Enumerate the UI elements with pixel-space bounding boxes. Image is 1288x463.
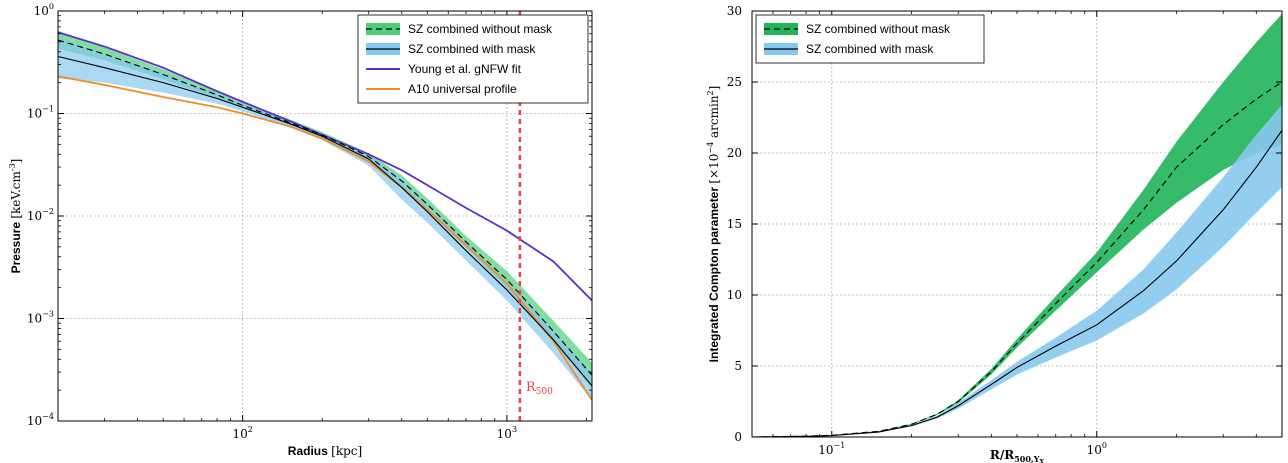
line-sz-combined-with-mask — [751, 129, 1283, 438]
x-axis-label: Radius [kpc] — [288, 444, 362, 458]
legend-entry-young-et-al-gnfw-fit: Young et al. gNFW fit — [366, 62, 522, 76]
line-sz-combined-without-mask — [57, 39, 593, 376]
x-tick-label: 103 — [497, 425, 517, 441]
legend-entry-sz-combined-with-mask: SZ combined with mask — [366, 42, 536, 56]
y-tick-label: 10−1 — [27, 105, 54, 121]
legend-label: SZ combined without mask — [408, 22, 553, 36]
legend-label: SZ combined without mask — [806, 22, 951, 36]
uncertainty-bands — [752, 13, 1282, 438]
y-tick-label: 5 — [734, 359, 742, 373]
y-tick-label: 15 — [727, 217, 742, 231]
profile-lines — [57, 31, 593, 401]
legend-label: SZ combined with mask — [806, 42, 934, 56]
legend-swatch — [366, 23, 400, 35]
y-tick-label: 0 — [734, 430, 742, 444]
y-tick-label: 10 — [727, 288, 742, 302]
line-sz-combined-with-mask — [57, 55, 593, 387]
y-axis-label: Integrated Compton parameter [×10−4 arcm… — [706, 86, 721, 363]
y-tick-label: 20 — [727, 146, 742, 160]
y-tick-label: 25 — [727, 75, 742, 89]
legend-entry-a10-universal-profile: A10 universal profile — [366, 82, 517, 96]
band-sz-combined-with-mask — [752, 104, 1282, 437]
legend-entry-sz-combined-without-mask: SZ combined without mask — [366, 22, 553, 36]
line-young-et-al-gnfw-fit — [57, 31, 593, 302]
uncertainty-bands — [58, 30, 592, 401]
legend: SZ combined without mask SZ combined with… — [357, 14, 589, 104]
y-axis-label: Pressure [keV.cm-3] — [8, 159, 23, 274]
y-tick-label: 10−4 — [27, 412, 54, 428]
legend-label: SZ combined with mask — [408, 42, 536, 56]
x-tick-label: 10−1 — [818, 441, 845, 457]
r500-label: R500 — [526, 380, 553, 397]
integrated-compton-chart: 10−1 100 0 5 10 15 20 25 30 SZ combined without … — [706, 4, 1283, 463]
pressure-profile-chart: R500 102 103 100 10−1 10−2 10−3 10−4 SZ combin… — [8, 2, 593, 458]
y-tick-label: 10−2 — [27, 207, 54, 223]
legend-entry-sz-combined-with-mask: SZ combined with mask — [764, 42, 934, 56]
legend: SZ combined without mask SZ combined with… — [755, 14, 985, 64]
band-sz-combined-with-mask — [58, 37, 592, 401]
x-tick-label: 102 — [232, 425, 252, 441]
y-tick-label: 100 — [34, 2, 54, 18]
legend-swatch — [764, 23, 798, 35]
line-a10-universal-profile — [57, 75, 593, 401]
x-tick-label: 100 — [1087, 441, 1107, 457]
legend-entry-sz-combined-without-mask: SZ combined without mask — [764, 22, 951, 36]
profile-lines — [751, 81, 1283, 438]
y-tick-label: 30 — [727, 4, 742, 18]
legend-label: A10 universal profile — [408, 82, 517, 96]
ticks: 10−1 100 0 5 10 15 20 25 30 — [727, 4, 1283, 457]
legend-label: Young et al. gNFW fit — [408, 62, 522, 76]
r500-annotation: R500 — [518, 11, 553, 421]
y-tick-label: 10−3 — [27, 310, 54, 326]
ticks: 102 103 100 10−1 10−2 10−3 10−4 — [27, 2, 592, 441]
x-axis-label: R/R500,YX — [990, 448, 1045, 463]
